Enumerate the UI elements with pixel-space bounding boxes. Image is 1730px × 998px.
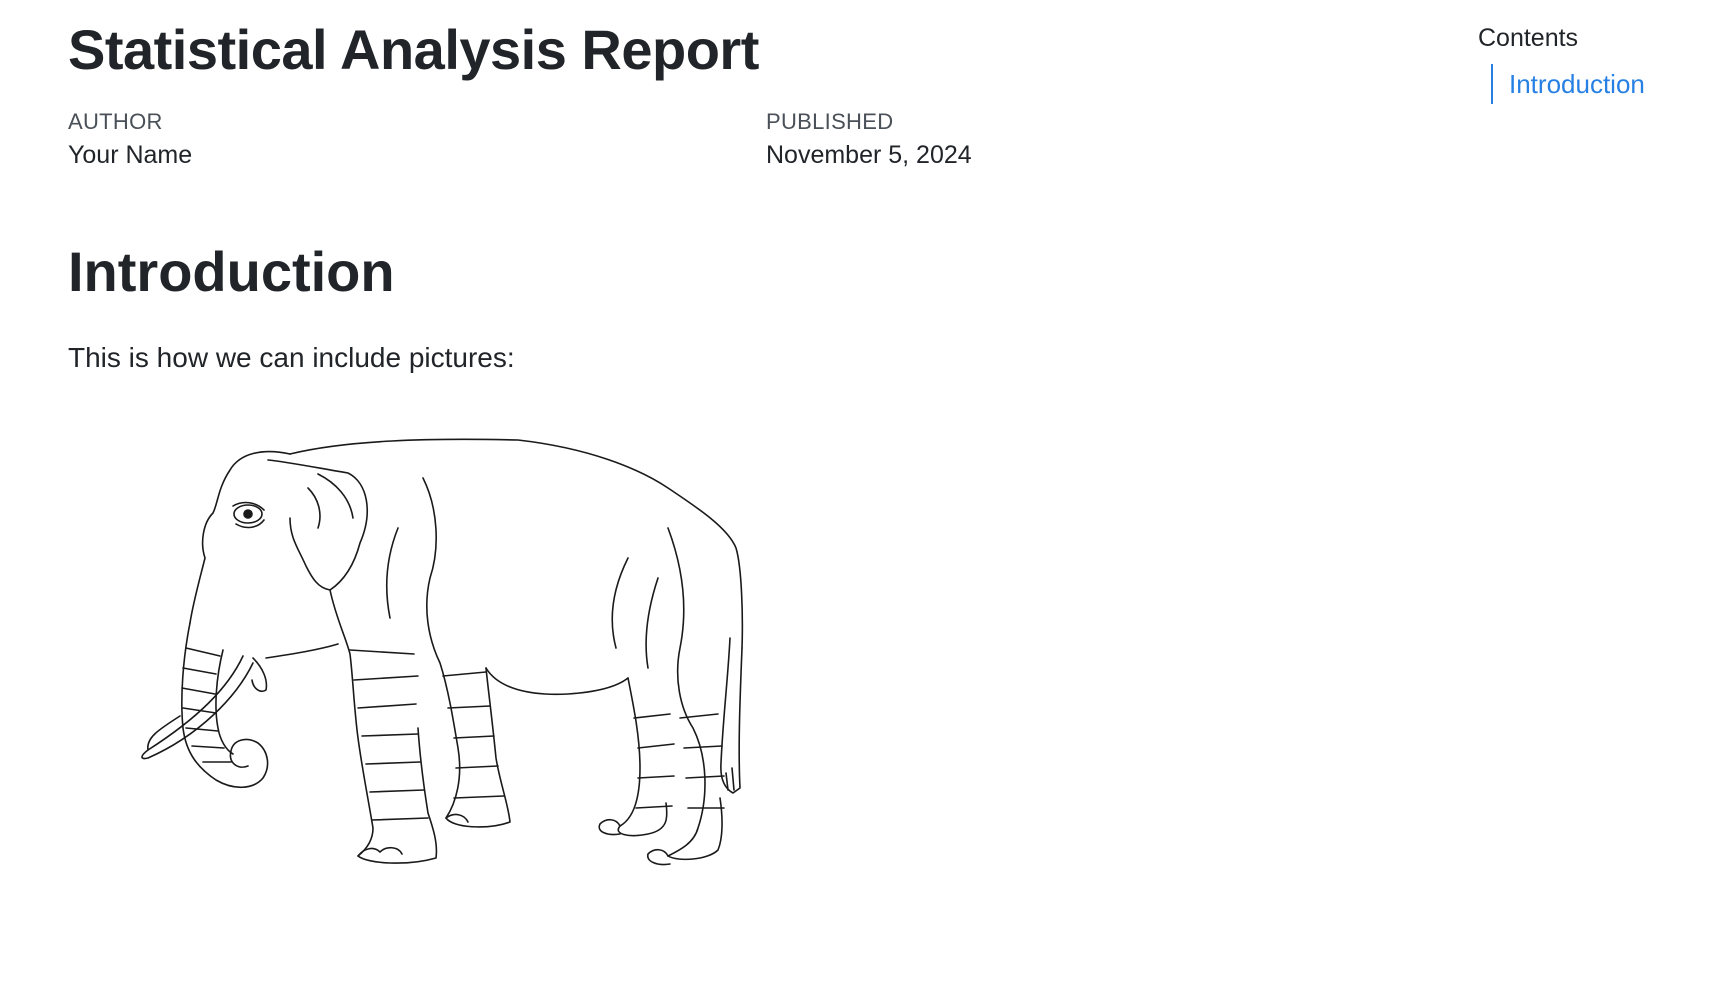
toc-link-introduction[interactable]: Introduction [1509,69,1645,99]
published-date: November 5, 2024 [766,141,972,169]
toc-title: Contents [1478,24,1579,52]
author-name: Your Name [68,141,193,169]
introduction-paragraph: This is how we can include pictures: [68,342,515,373]
section-heading-introduction: Introduction [68,240,395,303]
page-title: Statistical Analysis Report [68,18,759,81]
author-block: AUTHOR Your Name [68,108,192,172]
toc-list: Introduction [1491,64,1645,104]
published-block: PUBLISHED November 5, 2024 [766,108,972,172]
author-heading: AUTHOR [68,109,163,134]
table-of-contents: Contents Introduction [1478,20,1645,104]
elephant-illustration [141,438,744,866]
published-heading: PUBLISHED [766,109,894,134]
elephant-figure [68,418,748,938]
